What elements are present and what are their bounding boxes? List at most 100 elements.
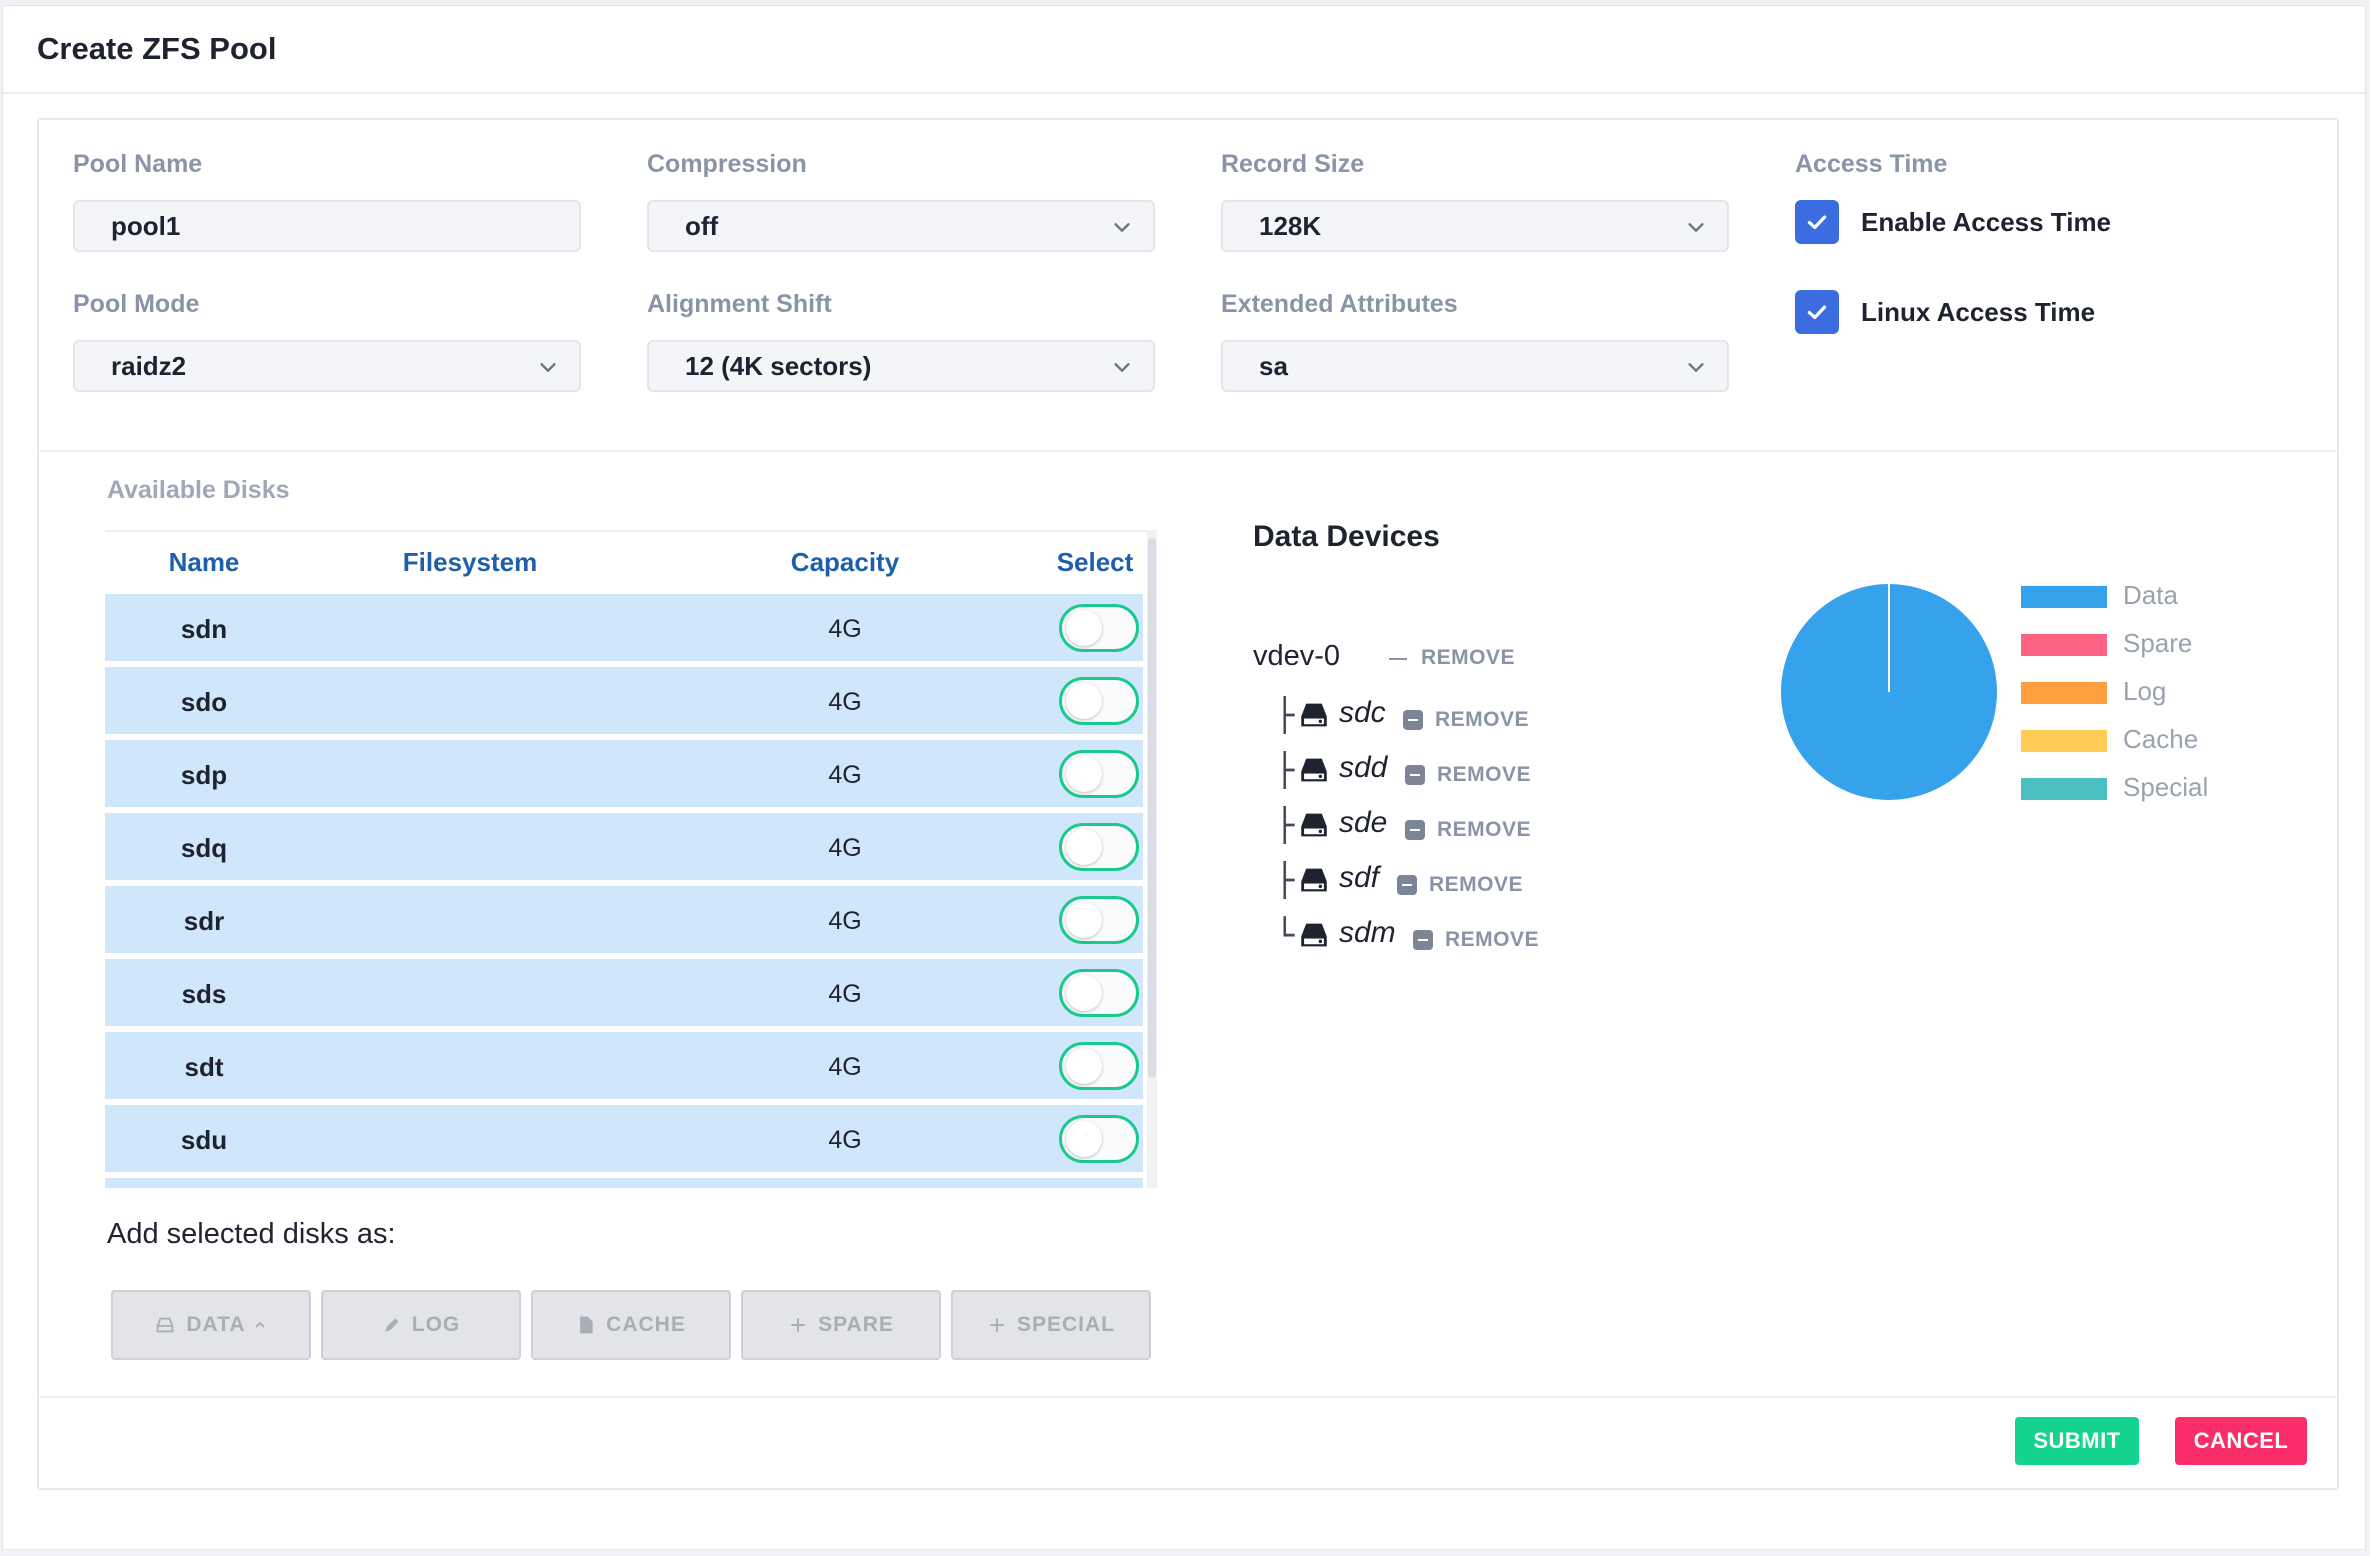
minus-icon (1389, 658, 1407, 660)
record-size-label: Record Size (1221, 150, 1365, 178)
add-selected-disks-label: Add selected disks as: (107, 1218, 396, 1250)
record-size-value: 128K (1259, 210, 1322, 241)
extended-attributes-select[interactable]: sa (1221, 340, 1729, 392)
disk-name-cell: sdu (180, 1125, 228, 1155)
scrollbar-thumb[interactable] (1148, 538, 1156, 1078)
data-devices-title: Data Devices (1253, 520, 1440, 553)
disk-name-cell: sdn (180, 614, 228, 644)
select-toggle[interactable] (1059, 750, 1139, 798)
checkbox-checked[interactable] (1795, 200, 1839, 244)
table-row[interactable]: sds 4G (105, 959, 1143, 1029)
harddisk-icon (1301, 703, 1327, 727)
disk-capacity-cell: 4G (828, 834, 862, 862)
disk-name-cell: sds (181, 979, 227, 1009)
disk-name-cell: sdq (180, 833, 228, 863)
pool-mode-label: Pool Mode (73, 290, 200, 318)
minus-box-icon[interactable] (1405, 820, 1425, 840)
column-header-name[interactable]: Name (168, 547, 240, 577)
chevron-down-icon (1688, 223, 1704, 232)
submit-button[interactable]: SUBMIT (2015, 1417, 2139, 1465)
linux-access-time-checkbox[interactable]: Linux Access Time (1795, 290, 2095, 334)
create-zfs-pool-dialog: Create ZFS Pool Pool Name pool1 Compress… (2, 5, 2366, 1550)
enable-access-time-checkbox[interactable]: Enable Access Time (1795, 200, 2111, 244)
harddisk-icon (1301, 758, 1327, 782)
tree-branch: ├ (1275, 696, 1295, 734)
select-toggle[interactable] (1059, 823, 1139, 871)
select-toggle[interactable] (1059, 896, 1139, 944)
select-toggle[interactable] (1059, 677, 1139, 725)
legend-label-special: Special (2123, 772, 2209, 802)
extended-attributes-label: Extended Attributes (1221, 290, 1458, 318)
plus-icon (791, 1318, 805, 1332)
add-cache-button[interactable]: CACHE (531, 1290, 731, 1360)
add-log-label: LOG (411, 1313, 461, 1336)
pool-mode-value: raidz2 (111, 350, 187, 381)
add-data-button[interactable]: DATA (111, 1290, 311, 1360)
remove-disk-button[interactable]: REMOVE (1437, 818, 1532, 841)
remove-disk-button[interactable]: REMOVE (1429, 873, 1524, 896)
alignment-shift-select[interactable]: 12 (4K sectors) (647, 340, 1155, 392)
toggle-knob (1066, 610, 1102, 646)
table-row-partial[interactable] (105, 1178, 1143, 1188)
table-row[interactable]: sdq 4G (105, 813, 1143, 883)
disk-name-cell: sdt (184, 1052, 224, 1082)
chevron-down-icon (1114, 223, 1130, 232)
add-log-button[interactable]: LOG (321, 1290, 521, 1360)
legend-swatch-spare (2021, 634, 2107, 656)
select-toggle[interactable] (1059, 604, 1139, 652)
column-header-filesystem[interactable]: Filesystem (402, 547, 538, 577)
table-row[interactable]: sdu 4G (105, 1105, 1143, 1175)
toggle-knob (1066, 1048, 1102, 1084)
table-row[interactable]: sdp 4G (105, 740, 1143, 810)
disk-capacity-cell: 4G (828, 761, 862, 789)
minus-box-icon[interactable] (1403, 710, 1423, 730)
extended-attributes-value: sa (1259, 350, 1288, 381)
vdev-disk-name: sde (1339, 806, 1388, 839)
table-row[interactable]: sdt 4G (105, 1032, 1143, 1102)
remove-disk-button[interactable]: REMOVE (1435, 708, 1530, 731)
remove-vdev-button[interactable]: REMOVE (1421, 646, 1516, 669)
disk-capacity-cell: 4G (828, 615, 862, 643)
disk-name-cell: sdo (180, 687, 228, 717)
remove-disk-button[interactable]: REMOVE (1445, 928, 1540, 951)
disk-capacity-cell: 4G (828, 1126, 862, 1154)
column-header-select[interactable]: Select (1056, 547, 1134, 577)
compression-select[interactable]: off (647, 200, 1155, 252)
record-size-select[interactable]: 128K (1221, 200, 1729, 252)
vdev-name: vdev-0 (1253, 640, 1341, 672)
section-divider (39, 450, 2337, 452)
footer-divider (39, 1396, 2337, 1398)
table-row[interactable]: sdr 4G (105, 886, 1143, 956)
disk-capacity-cell: 4G (828, 1053, 862, 1081)
linux-access-time-label: Linux Access Time (1861, 296, 2096, 327)
harddisk-icon (157, 1317, 174, 1333)
dialog-title: Create ZFS Pool (37, 31, 277, 66)
column-header-capacity[interactable]: Capacity (790, 547, 900, 577)
select-toggle[interactable] (1059, 1115, 1139, 1163)
table-row[interactable]: sdo 4G (105, 667, 1143, 737)
minus-box-icon[interactable] (1397, 875, 1417, 895)
alignment-shift-label: Alignment Shift (647, 290, 832, 318)
pool-mode-select[interactable]: raidz2 (73, 340, 581, 392)
table-scrollbar[interactable] (1147, 530, 1157, 1188)
add-special-button[interactable]: SPECIAL (951, 1290, 1151, 1360)
legend-swatch-special (2021, 778, 2107, 800)
cancel-button[interactable]: CANCEL (2175, 1417, 2307, 1465)
disk-capacity-cell: 4G (828, 688, 862, 716)
minus-box-icon[interactable] (1413, 930, 1433, 950)
select-toggle[interactable] (1059, 969, 1139, 1017)
table-row[interactable]: sdn 4G (105, 594, 1143, 664)
file-icon (580, 1316, 593, 1334)
pool-name-input[interactable]: pool1 (73, 200, 581, 252)
chevron-down-icon (1114, 363, 1130, 372)
harddisk-icon (1301, 923, 1327, 947)
chevron-down-icon (540, 363, 556, 372)
tree-branch: ├ (1275, 806, 1295, 844)
checkbox-checked[interactable] (1795, 290, 1839, 334)
remove-disk-button[interactable]: REMOVE (1437, 763, 1532, 786)
minus-box-icon[interactable] (1405, 765, 1425, 785)
toggle-knob (1066, 975, 1102, 1011)
select-toggle[interactable] (1059, 1042, 1139, 1090)
add-spare-button[interactable]: SPARE (741, 1290, 941, 1360)
toggle-knob (1066, 756, 1102, 792)
